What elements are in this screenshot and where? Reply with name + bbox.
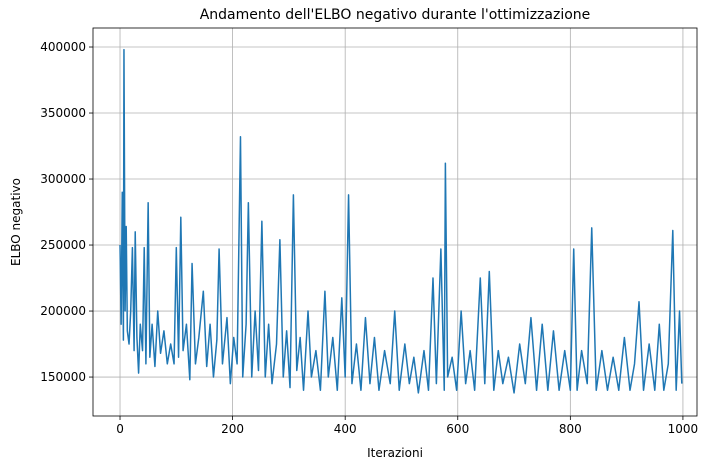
y-tick-label: 250000: [40, 238, 86, 252]
data-line: [119, 48, 683, 394]
y-axis-label: ELBO negativo: [9, 178, 23, 266]
x-tick-label: 0: [116, 422, 124, 436]
x-axis-label: Iterazioni: [367, 446, 423, 460]
plot-frame: [92, 27, 698, 417]
y-tick-label: 350000: [40, 106, 86, 120]
x-tick-label: 800: [559, 422, 582, 436]
y-tick-label: 150000: [40, 370, 86, 384]
y-tick-label: 400000: [40, 40, 86, 54]
x-tick-label: 200: [221, 422, 244, 436]
y-tick-label: 300000: [40, 172, 86, 186]
y-tick-label: 200000: [40, 304, 86, 318]
chart-title: Andamento dell'ELBO negativo durante l'o…: [200, 7, 591, 23]
x-tick-label: 600: [446, 422, 469, 436]
x-tick-label: 1000: [668, 422, 699, 436]
x-tick-label: 400: [334, 422, 357, 436]
